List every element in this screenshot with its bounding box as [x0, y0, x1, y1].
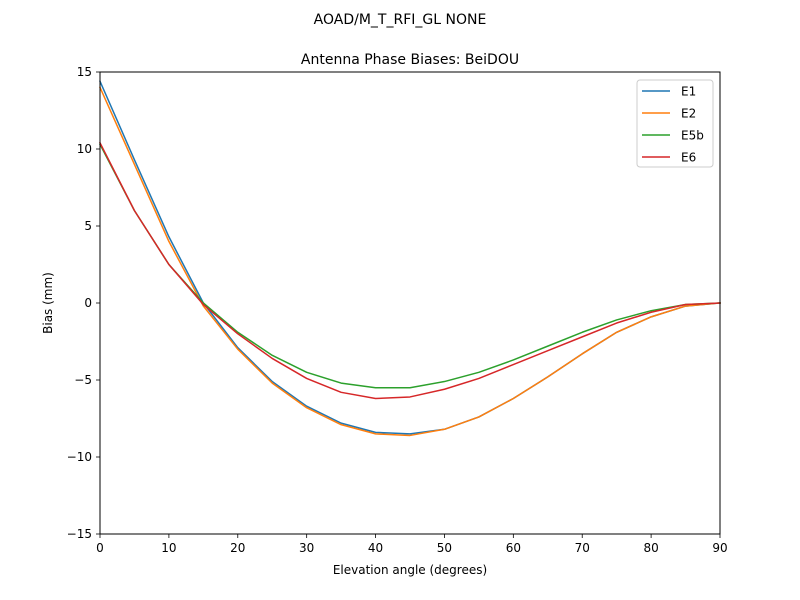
y-tick-label: 0	[84, 296, 92, 310]
x-tick-label: 30	[299, 541, 314, 555]
series-layer	[98, 80, 721, 437]
chart-title: Antenna Phase Biases: BeiDOU	[301, 52, 519, 68]
figure-suptitle: AOAD/M_T_RFI_GL NONE	[314, 12, 487, 28]
x-tick-label: 60	[506, 541, 521, 555]
y-axis-ticks: −15 −10 −5 0 5 10 15	[67, 65, 100, 541]
series-line-e2	[99, 86, 721, 437]
x-tick-label: 50	[437, 541, 452, 555]
y-tick-label: −5	[74, 373, 92, 387]
x-tick-label: 0	[96, 541, 104, 555]
x-axis-label: Elevation angle (degrees)	[333, 563, 487, 577]
y-tick-label: 15	[77, 65, 92, 79]
y-axis-label: Bias (mm)	[41, 272, 55, 334]
x-tick-label: 80	[643, 541, 658, 555]
x-tick-label: 90	[712, 541, 727, 555]
y-tick-label: 10	[77, 142, 92, 156]
y-tick-label: −10	[67, 450, 92, 464]
x-tick-label: 70	[575, 541, 590, 555]
legend-label-e5b: E5b	[681, 129, 704, 143]
y-tick-label: −15	[67, 527, 92, 541]
legend-box	[636, 79, 714, 168]
x-axis-ticks: 0 10 20 30 40 50 60 70 80 90	[96, 534, 728, 555]
series-line-e6	[98, 141, 721, 400]
x-tick-label: 20	[230, 541, 245, 555]
y-tick-label: 5	[84, 219, 92, 233]
x-tick-label: 10	[161, 541, 176, 555]
series-line-e5b	[98, 143, 721, 389]
x-tick-label: 40	[368, 541, 383, 555]
legend: E1 E2 E5b E6	[636, 79, 714, 168]
legend-label-e6: E6	[681, 151, 696, 165]
legend-label-e1: E1	[681, 85, 696, 99]
legend-label-e2: E2	[681, 107, 696, 121]
